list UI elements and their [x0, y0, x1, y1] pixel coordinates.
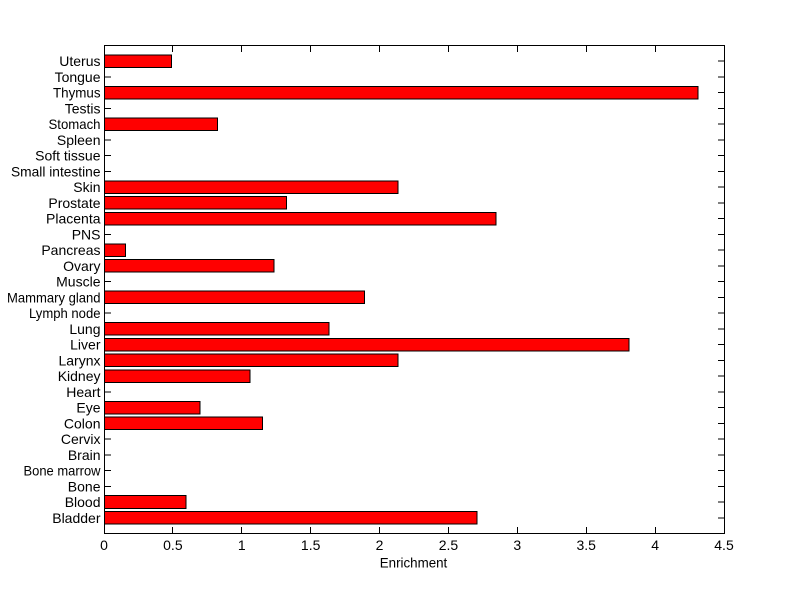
svg-text:Larynx: Larynx	[58, 352, 100, 368]
svg-text:0: 0	[100, 537, 108, 553]
svg-text:Blood: Blood	[65, 494, 101, 510]
svg-text:Small intestine: Small intestine	[11, 163, 101, 179]
svg-text:1.5: 1.5	[301, 537, 321, 553]
svg-text:4: 4	[651, 537, 659, 553]
svg-text:Eye: Eye	[76, 400, 100, 416]
svg-text:Muscle: Muscle	[56, 274, 101, 290]
svg-text:Brain: Brain	[68, 447, 101, 463]
svg-text:Testis: Testis	[65, 100, 101, 116]
svg-text:Spleen: Spleen	[57, 132, 101, 148]
svg-text:Mammary gland: Mammary gland	[7, 289, 101, 305]
svg-text:Bladder: Bladder	[52, 510, 101, 526]
svg-text:Uterus: Uterus	[59, 53, 100, 69]
svg-text:4.5: 4.5	[714, 537, 734, 553]
svg-text:Soft tissue: Soft tissue	[35, 148, 101, 164]
svg-text:Bone marrow: Bone marrow	[24, 463, 102, 479]
svg-text:Lung: Lung	[69, 321, 100, 337]
svg-text:0.5: 0.5	[163, 537, 183, 553]
svg-text:Tongue: Tongue	[55, 69, 101, 85]
svg-text:Colon: Colon	[64, 415, 101, 431]
svg-text:Pancreas: Pancreas	[41, 242, 100, 258]
svg-text:Kidney: Kidney	[58, 368, 101, 384]
svg-text:Prostate: Prostate	[48, 195, 100, 211]
svg-text:Enrichment: Enrichment	[380, 555, 448, 571]
svg-text:2: 2	[376, 537, 384, 553]
svg-text:Heart: Heart	[66, 384, 100, 400]
svg-text:2.5: 2.5	[439, 537, 459, 553]
svg-text:Thymus: Thymus	[53, 85, 101, 101]
svg-text:Stomach: Stomach	[49, 116, 101, 132]
svg-text:Bone: Bone	[68, 478, 101, 494]
svg-text:Skin: Skin	[73, 179, 100, 195]
svg-text:PNS: PNS	[72, 226, 101, 242]
svg-text:3: 3	[513, 537, 521, 553]
svg-text:Cervix: Cervix	[61, 431, 101, 447]
svg-text:1: 1	[238, 537, 246, 553]
svg-text:3.5: 3.5	[576, 537, 596, 553]
svg-text:Ovary: Ovary	[63, 258, 100, 274]
svg-text:Liver: Liver	[70, 337, 101, 353]
svg-text:Placenta: Placenta	[46, 211, 101, 227]
svg-text:Lymph node: Lymph node	[29, 305, 101, 321]
